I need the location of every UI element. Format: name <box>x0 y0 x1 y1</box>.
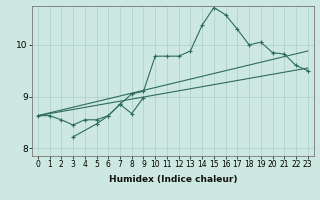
X-axis label: Humidex (Indice chaleur): Humidex (Indice chaleur) <box>108 175 237 184</box>
